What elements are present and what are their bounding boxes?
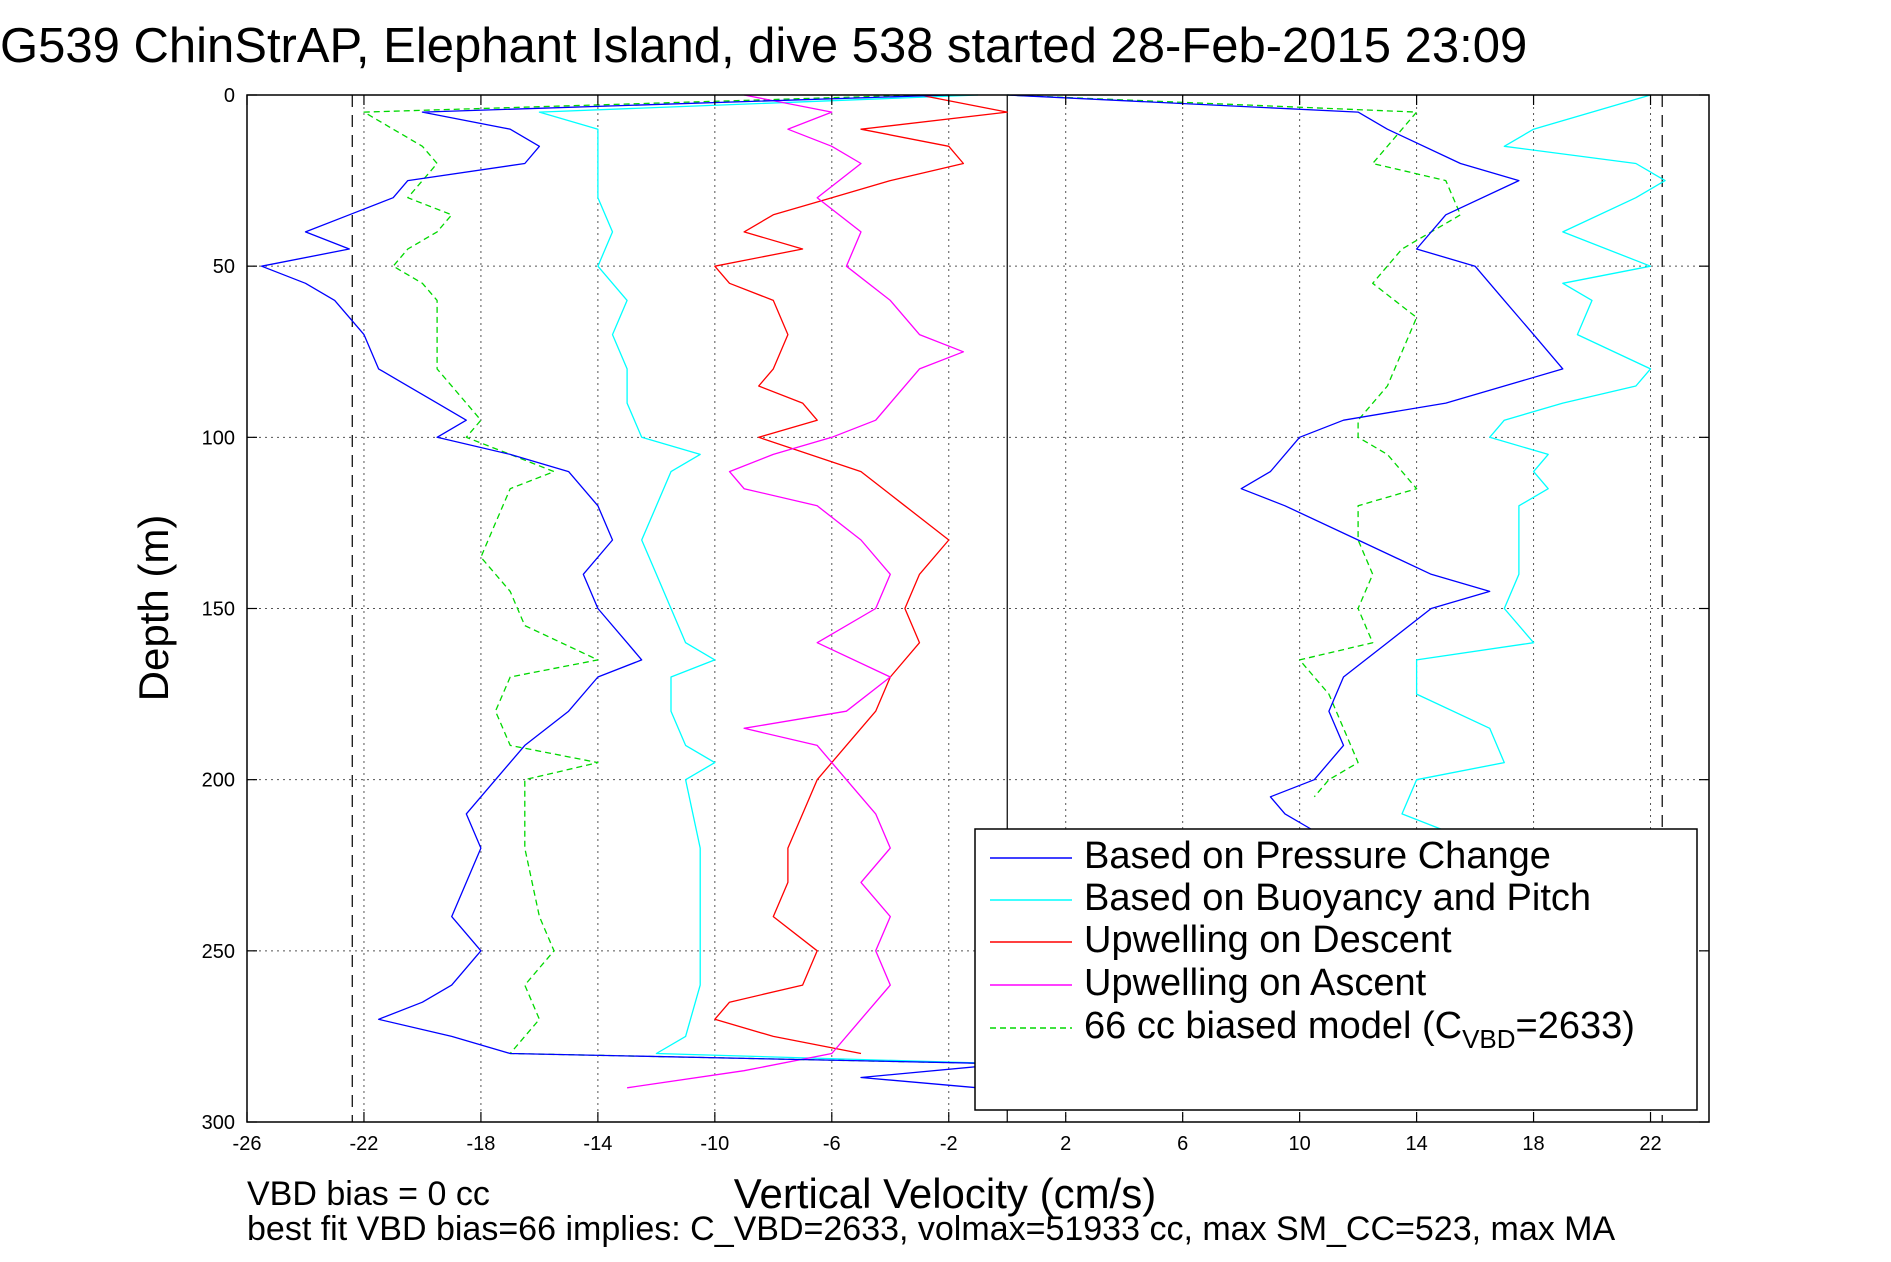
series-based-on-buoyancy-and-pitch-descent [538,94,1008,1065]
y-tick-label: 250 [202,941,235,963]
chart-title: G539 ChinStrAP, Elephant Island, dive 53… [0,19,1527,73]
y-tick-label: 200 [202,770,235,792]
x-tick-label: -14 [583,1133,612,1155]
y-tick-label: 50 [213,256,235,278]
x-tick-label: -22 [350,1133,379,1155]
legend-label: Based on Buoyancy and Pitch [1084,877,1591,919]
series-upwelling-on-ascent-ascent [627,94,965,1089]
x-tick-label: -18 [466,1133,495,1155]
y-axis-label: Depth (m) [130,515,177,702]
x-tick-label: -10 [700,1133,729,1155]
vbd-bias-note: VBD bias = 0 cc [247,1175,490,1213]
y-tick-label: 0 [224,85,235,107]
x-tick-label: -2 [940,1133,958,1155]
legend-box [974,828,1698,1111]
x-tick-label: 18 [1522,1133,1544,1155]
series-66-cc-biased-model-c-vbd-2633-ascent [1007,94,1462,798]
x-tick-label: 22 [1639,1133,1661,1155]
x-axis-label: Vertical Velocity (cm/s) [734,1170,1156,1217]
series-lines [260,94,1666,1089]
best-fit-note: best fit VBD bias=66 implies: C_VBD=2633… [247,1210,1616,1248]
legend-label: Upwelling on Descent [1084,919,1452,961]
series-based-on-buoyancy-and-pitch-ascent [1401,94,1666,832]
legend-label: 66 cc biased model (CVBD=2633) [1084,1005,1635,1054]
axis-ticks: -26 -22 -18 -14 -10 -6 -2 2 6 10 14 18 2205010015020… [202,85,1709,1155]
series-based-on-pressure-change-descent [260,94,1008,1089]
y-tick-label: 300 [202,1112,235,1134]
series-based-on-pressure-change-ascent [1007,94,1564,832]
y-tick-label: 100 [202,427,235,449]
series-66-cc-biased-model-c-vbd-2633-descent [363,94,1008,1065]
x-tick-label: 10 [1289,1133,1311,1155]
legend-label: Based on Pressure Change [1084,835,1551,877]
legend-label: Upwelling on Ascent [1084,962,1427,1004]
x-tick-label: -6 [823,1133,841,1155]
y-tick-label: 150 [202,599,235,621]
x-tick-label: 6 [1177,1133,1188,1155]
series-upwelling-on-descent-descent [714,94,1008,1055]
x-tick-label: 2 [1060,1133,1071,1155]
x-tick-label: 14 [1405,1133,1427,1155]
x-tick-label: -26 [233,1133,262,1155]
